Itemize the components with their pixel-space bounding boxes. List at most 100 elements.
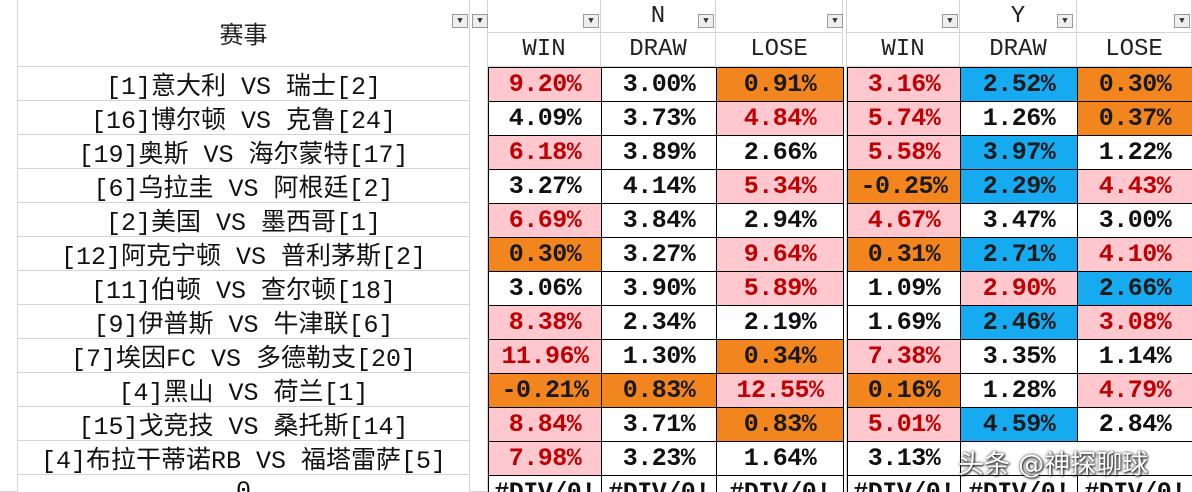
value-cell: 7.98%: [488, 441, 602, 476]
stub-column: [0, 0, 18, 492]
value-cell: 12.55%: [716, 373, 844, 408]
column-header: WIN: [488, 33, 601, 67]
value-cell: 3.00%: [1077, 203, 1192, 238]
value-cell: 4.10%: [1077, 237, 1192, 272]
value-cell: 8.84%: [488, 407, 602, 442]
match-name: [9]伊普斯 VS 牛津联[6]: [18, 305, 470, 339]
value-cell: 3.13%: [847, 441, 961, 476]
value-cell: 2.90%: [960, 271, 1078, 306]
group-header-cell: [716, 0, 843, 33]
value-cell: 6.69%: [488, 203, 602, 238]
value-cell: #DIV/0!: [488, 475, 602, 492]
value-cell: 0.37%: [1077, 101, 1192, 136]
value-cell: 1.69%: [847, 305, 961, 340]
watermark: 头条 @神探聊球: [958, 450, 1149, 480]
value-cell: 3.16%: [847, 67, 961, 102]
value-cell: 4.79%: [1077, 373, 1192, 408]
value-cell: 3.71%: [601, 407, 717, 442]
value-cell: #DIV/0!: [847, 475, 961, 492]
value-cell: #DIV/0!: [960, 475, 1078, 492]
match-name: [16]博尔顿 VS 克鲁[24]: [18, 101, 470, 135]
group-header-cell: Y: [960, 0, 1077, 33]
value-cell: 5.89%: [716, 271, 844, 306]
value-cell: 0.91%: [716, 67, 844, 102]
value-cell: 1.22%: [1077, 135, 1192, 170]
filter-button[interactable]: ▼: [1174, 14, 1190, 28]
value-cell: 2.29%: [960, 169, 1078, 204]
value-cell: 0.30%: [488, 237, 602, 272]
narrow-column: [470, 0, 488, 492]
match-name: [4]黑山 VS 荷兰[1]: [18, 373, 470, 407]
value-cell: 3.47%: [960, 203, 1078, 238]
value-cell: 0.83%: [601, 373, 717, 408]
column-header: LOSE: [716, 33, 843, 67]
value-cell: 1.14%: [1077, 339, 1192, 374]
value-cell: 5.74%: [847, 101, 961, 136]
column-header: LOSE: [1077, 33, 1192, 67]
filter-button[interactable]: ▼: [827, 14, 843, 28]
value-cell: 6.18%: [488, 135, 602, 170]
value-cell: 2.34%: [601, 305, 717, 340]
match-name: [11]伯顿 VS 查尔顿[18]: [18, 271, 470, 305]
value-cell: 3.35%: [960, 339, 1078, 374]
value-cell: 0.83%: [716, 407, 844, 442]
value-cell: 4.67%: [847, 203, 961, 238]
value-cell: 5.58%: [847, 135, 961, 170]
value-cell: 1.30%: [601, 339, 717, 374]
value-cell: 3.23%: [601, 441, 717, 476]
match-name: [2]美国 VS 墨西哥[1]: [18, 203, 470, 237]
value-cell: 3.89%: [601, 135, 717, 170]
filter-button[interactable]: ▼: [942, 14, 958, 28]
value-cell: 2.94%: [716, 203, 844, 238]
match-name: [4]布拉干蒂诺RB VS 福塔雷萨[5]: [18, 441, 470, 475]
value-cell: 3.90%: [601, 271, 717, 306]
value-cell: #DIV/0!: [1077, 475, 1192, 492]
column-header: DRAW: [601, 33, 716, 67]
value-cell: 3.73%: [601, 101, 717, 136]
value-cell: 1.26%: [960, 101, 1078, 136]
value-cell: 4.14%: [601, 169, 717, 204]
filter-button[interactable]: ▼: [1057, 14, 1073, 28]
value-cell: 8.38%: [488, 305, 602, 340]
column-header: WIN: [847, 33, 960, 67]
value-cell: 3.08%: [1077, 305, 1192, 340]
match-name: [12]阿克宁顿 VS 普利茅斯[2]: [18, 237, 470, 271]
value-cell: 9.64%: [716, 237, 844, 272]
match-name: [1]意大利 VS 瑞士[2]: [18, 67, 470, 101]
value-cell: 3.27%: [488, 169, 602, 204]
match-name: [19]奥斯 VS 海尔蒙特[17]: [18, 135, 470, 169]
value-cell: 4.09%: [488, 101, 602, 136]
filter-button[interactable]: ▼: [698, 14, 714, 28]
filter-button[interactable]: ▼: [472, 14, 488, 28]
group-header-cell: N: [601, 0, 716, 33]
value-cell: 5.01%: [847, 407, 961, 442]
value-cell: 4.59%: [960, 407, 1078, 442]
value-cell: 2.71%: [960, 237, 1078, 272]
match-name: [7]埃因FC VS 多德勒支[20]: [18, 339, 470, 373]
match-name: [15]戈竞技 VS 桑托斯[14]: [18, 407, 470, 441]
value-cell: 5.34%: [716, 169, 844, 204]
value-cell: 9.20%: [488, 67, 602, 102]
value-cell: 4.43%: [1077, 169, 1192, 204]
value-cell: 3.97%: [960, 135, 1078, 170]
value-cell: 3.27%: [601, 237, 717, 272]
value-cell: 1.64%: [716, 441, 844, 476]
value-cell: 2.19%: [716, 305, 844, 340]
filter-button[interactable]: ▼: [452, 14, 468, 28]
value-cell: 2.66%: [716, 135, 844, 170]
value-cell: 11.96%: [488, 339, 602, 374]
filter-button[interactable]: ▼: [583, 14, 599, 28]
value-cell: 2.46%: [960, 305, 1078, 340]
value-cell: 1.09%: [847, 271, 961, 306]
value-cell: 0.30%: [1077, 67, 1192, 102]
value-cell: 7.38%: [847, 339, 961, 374]
event-header: 赛事: [18, 0, 470, 67]
group-header-cell: [847, 0, 960, 33]
column-header: DRAW: [960, 33, 1077, 67]
value-cell: -0.21%: [488, 373, 602, 408]
value-cell: 1.28%: [960, 373, 1078, 408]
value-cell: 0.16%: [847, 373, 961, 408]
value-cell: 0.31%: [847, 237, 961, 272]
value-cell: #DIV/0!: [716, 475, 844, 492]
value-cell: 3.00%: [601, 67, 717, 102]
